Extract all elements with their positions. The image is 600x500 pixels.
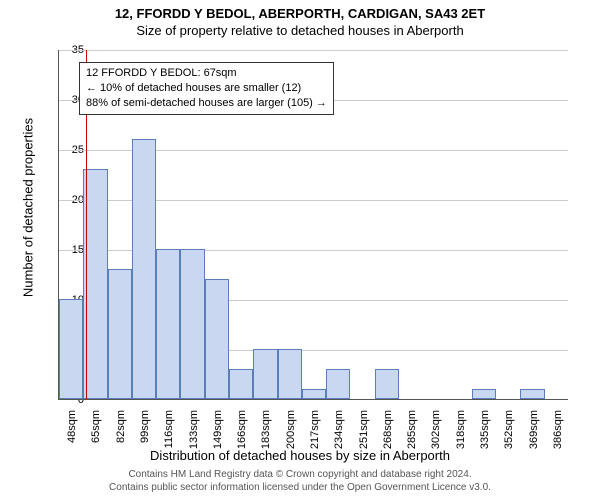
gridline — [59, 50, 568, 51]
chart-title-sub: Size of property relative to detached ho… — [0, 21, 600, 38]
footer-line-2: Contains public sector information licen… — [0, 481, 600, 494]
histogram-bar — [520, 389, 544, 399]
histogram-bar — [253, 349, 277, 399]
annotation-line: 88% of semi-detached houses are larger (… — [86, 96, 327, 111]
annotation-line: 12 FFORDD Y BEDOL: 67sqm — [86, 66, 327, 81]
chart-title-main: 12, FFORDD Y BEDOL, ABERPORTH, CARDIGAN,… — [0, 0, 600, 21]
y-axis-label: Number of detached properties — [21, 98, 36, 318]
plot-area: 12 FFORDD Y BEDOL: 67sqm← 10% of detache… — [58, 50, 568, 400]
annotation-box: 12 FFORDD Y BEDOL: 67sqm← 10% of detache… — [79, 62, 334, 115]
histogram-bar — [229, 369, 253, 399]
histogram-bar — [472, 389, 496, 399]
x-axis-label: Distribution of detached houses by size … — [0, 448, 600, 463]
histogram-bar — [132, 139, 156, 399]
histogram-bar — [302, 389, 326, 399]
chart-container: 12, FFORDD Y BEDOL, ABERPORTH, CARDIGAN,… — [0, 0, 600, 500]
histogram-bar — [326, 369, 350, 399]
histogram-bar — [375, 369, 399, 399]
histogram-bar — [59, 299, 83, 399]
footer-line-1: Contains HM Land Registry data © Crown c… — [0, 468, 600, 481]
histogram-bar — [205, 279, 229, 399]
histogram-bar — [156, 249, 180, 399]
histogram-bar — [278, 349, 302, 399]
annotation-line: ← 10% of detached houses are smaller (12… — [86, 81, 327, 96]
histogram-bar — [108, 269, 132, 399]
histogram-bar — [180, 249, 204, 399]
chart-footer: Contains HM Land Registry data © Crown c… — [0, 468, 600, 494]
